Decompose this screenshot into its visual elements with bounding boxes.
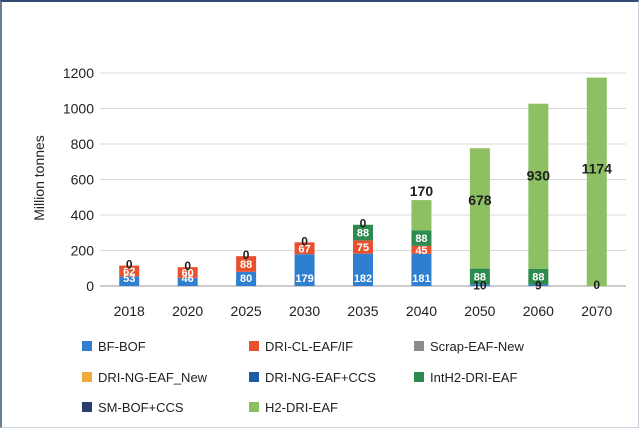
legend-label: Scrap-EAF-New bbox=[430, 339, 525, 354]
data-label: 67 bbox=[298, 243, 310, 255]
data-label: 930 bbox=[527, 167, 551, 183]
legend-swatch bbox=[82, 402, 92, 412]
bar-segment bbox=[469, 284, 490, 286]
y-tick-label: 400 bbox=[71, 207, 95, 223]
bar-segment bbox=[177, 267, 198, 278]
y-tick-label: 1000 bbox=[63, 101, 94, 117]
bar-segment bbox=[469, 148, 490, 269]
data-label: 80 bbox=[240, 273, 252, 285]
data-label: 60 bbox=[182, 268, 194, 280]
legend-label: DRI-NG-EAF_New bbox=[98, 370, 208, 385]
data-label: 46 bbox=[182, 273, 194, 285]
bar-segment bbox=[236, 256, 257, 272]
data-label: 1174 bbox=[582, 160, 613, 176]
bars bbox=[119, 77, 607, 287]
data-label: 45 bbox=[415, 245, 427, 257]
x-tick-label: 2040 bbox=[406, 303, 437, 319]
data-label: 0 bbox=[593, 278, 600, 292]
x-tick-label: 2050 bbox=[464, 303, 495, 319]
bar-segment bbox=[353, 224, 373, 241]
bar-segment bbox=[528, 284, 549, 286]
x-tick-label: 2070 bbox=[581, 303, 612, 319]
bar-segment bbox=[119, 276, 140, 286]
data-label: 10 bbox=[473, 279, 487, 293]
legend-label: DRI-NG-EAF+CCS bbox=[265, 370, 376, 385]
data-label: 0 bbox=[184, 259, 191, 273]
data-label: 88 bbox=[532, 272, 544, 284]
x-tick-label: 2060 bbox=[523, 303, 554, 319]
bar-segment bbox=[411, 253, 432, 286]
x-tick-label: 2018 bbox=[114, 303, 145, 319]
legend-swatch bbox=[249, 402, 259, 412]
bar-segment bbox=[528, 103, 549, 269]
bar-segment bbox=[119, 265, 140, 277]
data-label: 88 bbox=[415, 233, 427, 245]
y-tick-label: 800 bbox=[71, 136, 95, 152]
legend: BF-BOF DRI-CL-EAF/IF Scrap-EAF-New DRI-NG-E… bbox=[82, 339, 525, 415]
bar-segment bbox=[294, 254, 315, 286]
x-tick-label: 2020 bbox=[172, 303, 203, 319]
data-label: 88 bbox=[474, 271, 486, 283]
data-label: 88 bbox=[240, 259, 252, 271]
bar-segment bbox=[586, 77, 607, 287]
data-label: 0 bbox=[360, 217, 367, 231]
bar-segment bbox=[353, 253, 373, 286]
x-tick-label: 2025 bbox=[231, 303, 262, 319]
bar-segment bbox=[411, 200, 432, 231]
data-label: 181 bbox=[412, 273, 430, 285]
data-label: 179 bbox=[295, 273, 313, 285]
legend-label: SM-BOF+CCS bbox=[98, 400, 184, 415]
bar-segment bbox=[411, 245, 432, 254]
legend-label: BF-BOF bbox=[98, 339, 146, 354]
bar-segment bbox=[469, 268, 490, 285]
bar-segment bbox=[411, 230, 432, 246]
data-label: 182 bbox=[354, 273, 372, 285]
legend-label: IntH2-DRI-EAF bbox=[430, 370, 517, 385]
bar-segment bbox=[528, 268, 549, 285]
y-tick-label: 600 bbox=[71, 172, 95, 188]
bar-segment bbox=[177, 277, 198, 286]
y-tick-label: 200 bbox=[71, 243, 95, 259]
data-label: 9 bbox=[535, 279, 542, 293]
data-label: 0 bbox=[243, 248, 250, 262]
data-label: 88 bbox=[357, 228, 369, 240]
legend-swatch bbox=[82, 341, 92, 351]
data-label: 678 bbox=[468, 192, 492, 208]
bar-segment bbox=[353, 240, 373, 254]
bar-segment bbox=[236, 271, 257, 286]
data-label: 170 bbox=[410, 183, 434, 199]
legend-swatch bbox=[82, 372, 92, 382]
data-label: 75 bbox=[357, 242, 369, 254]
y-axis-label: Million tonnes bbox=[31, 135, 47, 221]
data-label: 62 bbox=[123, 266, 135, 278]
data-label: 0 bbox=[301, 234, 308, 248]
x-tick-label: 2030 bbox=[289, 303, 320, 319]
data-label: 0 bbox=[126, 258, 133, 272]
legend-label: H2-DRI-EAF bbox=[265, 400, 338, 415]
legend-swatch bbox=[249, 341, 259, 351]
legend-swatch bbox=[414, 372, 424, 382]
x-tick-label: 2035 bbox=[347, 303, 378, 319]
y-tick-label: 0 bbox=[86, 278, 94, 294]
data-labels: 5362046600808801796701827588018145881701… bbox=[123, 160, 612, 292]
bar-segment bbox=[294, 242, 315, 255]
y-tick-label: 1200 bbox=[63, 65, 94, 81]
legend-swatch bbox=[414, 341, 424, 351]
legend-label: DRI-CL-EAF/IF bbox=[265, 339, 353, 354]
legend-swatch bbox=[249, 372, 259, 382]
data-label: 53 bbox=[123, 273, 135, 285]
